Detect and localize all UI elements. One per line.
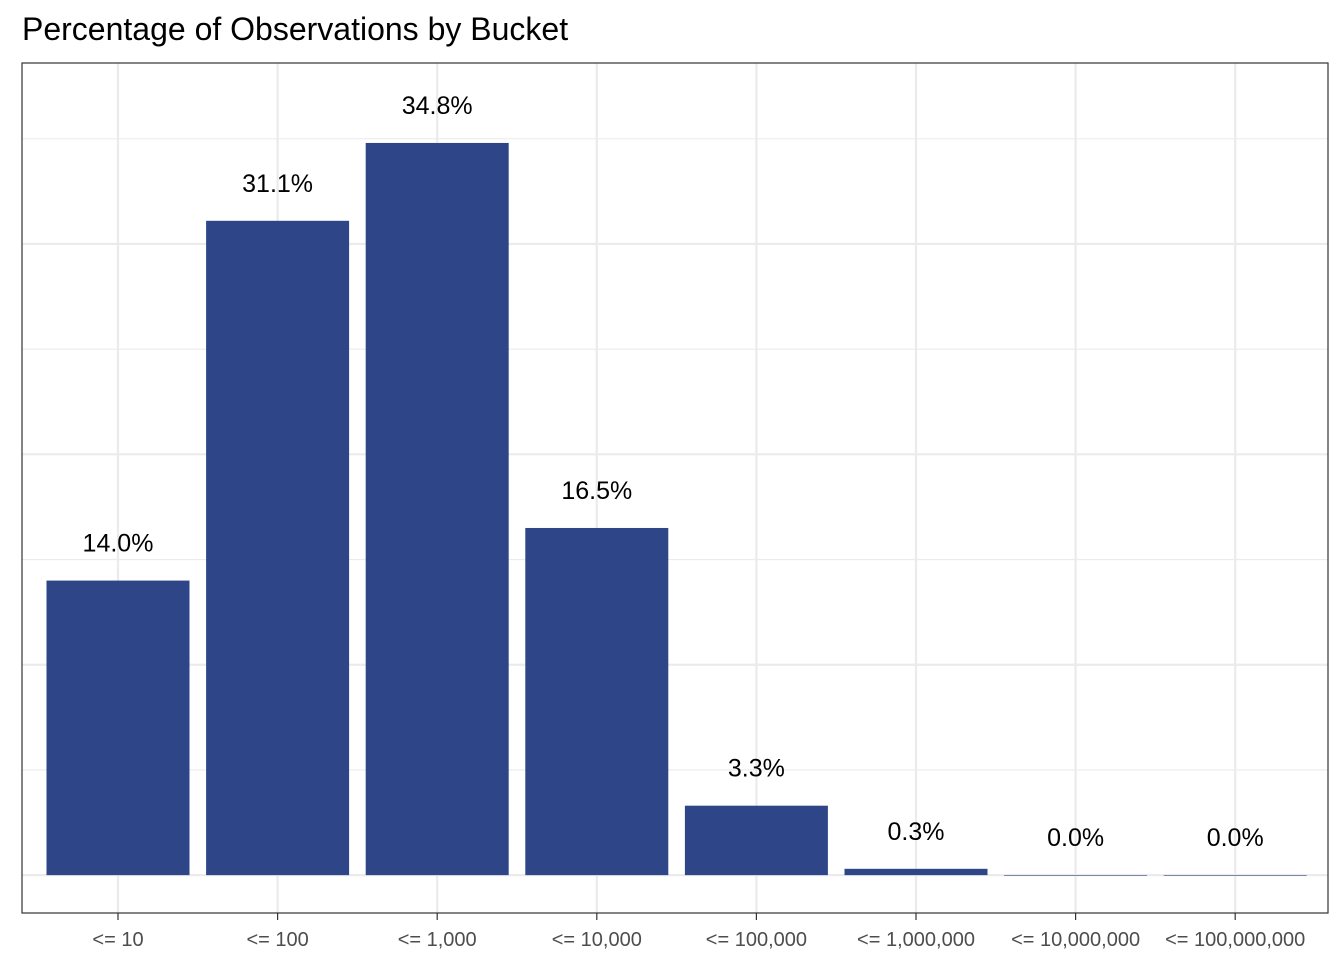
panel-border xyxy=(21,62,1329,914)
x-tick-label: <= 1,000,000 xyxy=(857,929,975,951)
x-tick-label: <= 100,000 xyxy=(706,929,807,951)
x-tick-label: <= 10,000 xyxy=(552,929,642,951)
bar xyxy=(1004,875,1148,876)
x-tick-label: <= 10 xyxy=(92,929,143,951)
bar xyxy=(46,580,190,876)
data-label: 31.1% xyxy=(242,170,313,198)
bar xyxy=(684,805,828,876)
data-label: 3.3% xyxy=(728,755,785,783)
bar xyxy=(365,142,509,876)
data-label: 0.0% xyxy=(1207,824,1264,852)
data-label: 16.5% xyxy=(561,477,632,505)
data-label: 34.8% xyxy=(402,92,473,120)
x-tick-label: <= 10,000,000 xyxy=(1011,929,1140,951)
x-tick-label: <= 100 xyxy=(246,929,308,951)
bar xyxy=(525,527,669,876)
x-axis: <= 10 <= 100 <= 1,000 <= 10,000 <= 100,000 <=… xyxy=(92,913,1305,951)
data-label: 0.3% xyxy=(888,818,945,846)
bar xyxy=(206,220,350,876)
data-label: 14.0% xyxy=(83,530,154,558)
bar xyxy=(844,868,988,876)
bars xyxy=(46,142,1307,876)
data-labels: 14.0% 31.1% 34.8% 16.5% 3.3% 0.3% 0.0% 0.0% xyxy=(83,92,1264,852)
x-tick-label: <= 1,000 xyxy=(398,929,477,951)
data-label: 0.0% xyxy=(1047,824,1104,852)
chart-title: Percentage of Observations by Bucket xyxy=(22,11,568,47)
bar xyxy=(1163,875,1307,876)
x-tick-label: <= 100,000,000 xyxy=(1165,929,1305,951)
